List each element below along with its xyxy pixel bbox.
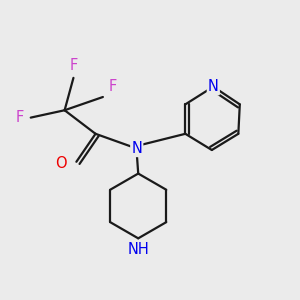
- Text: F: F: [108, 79, 116, 94]
- Text: N: N: [208, 79, 219, 94]
- Text: NH: NH: [127, 242, 149, 257]
- Text: N: N: [131, 141, 142, 156]
- Text: F: F: [69, 58, 78, 73]
- Text: F: F: [16, 110, 24, 125]
- Text: O: O: [55, 156, 67, 171]
